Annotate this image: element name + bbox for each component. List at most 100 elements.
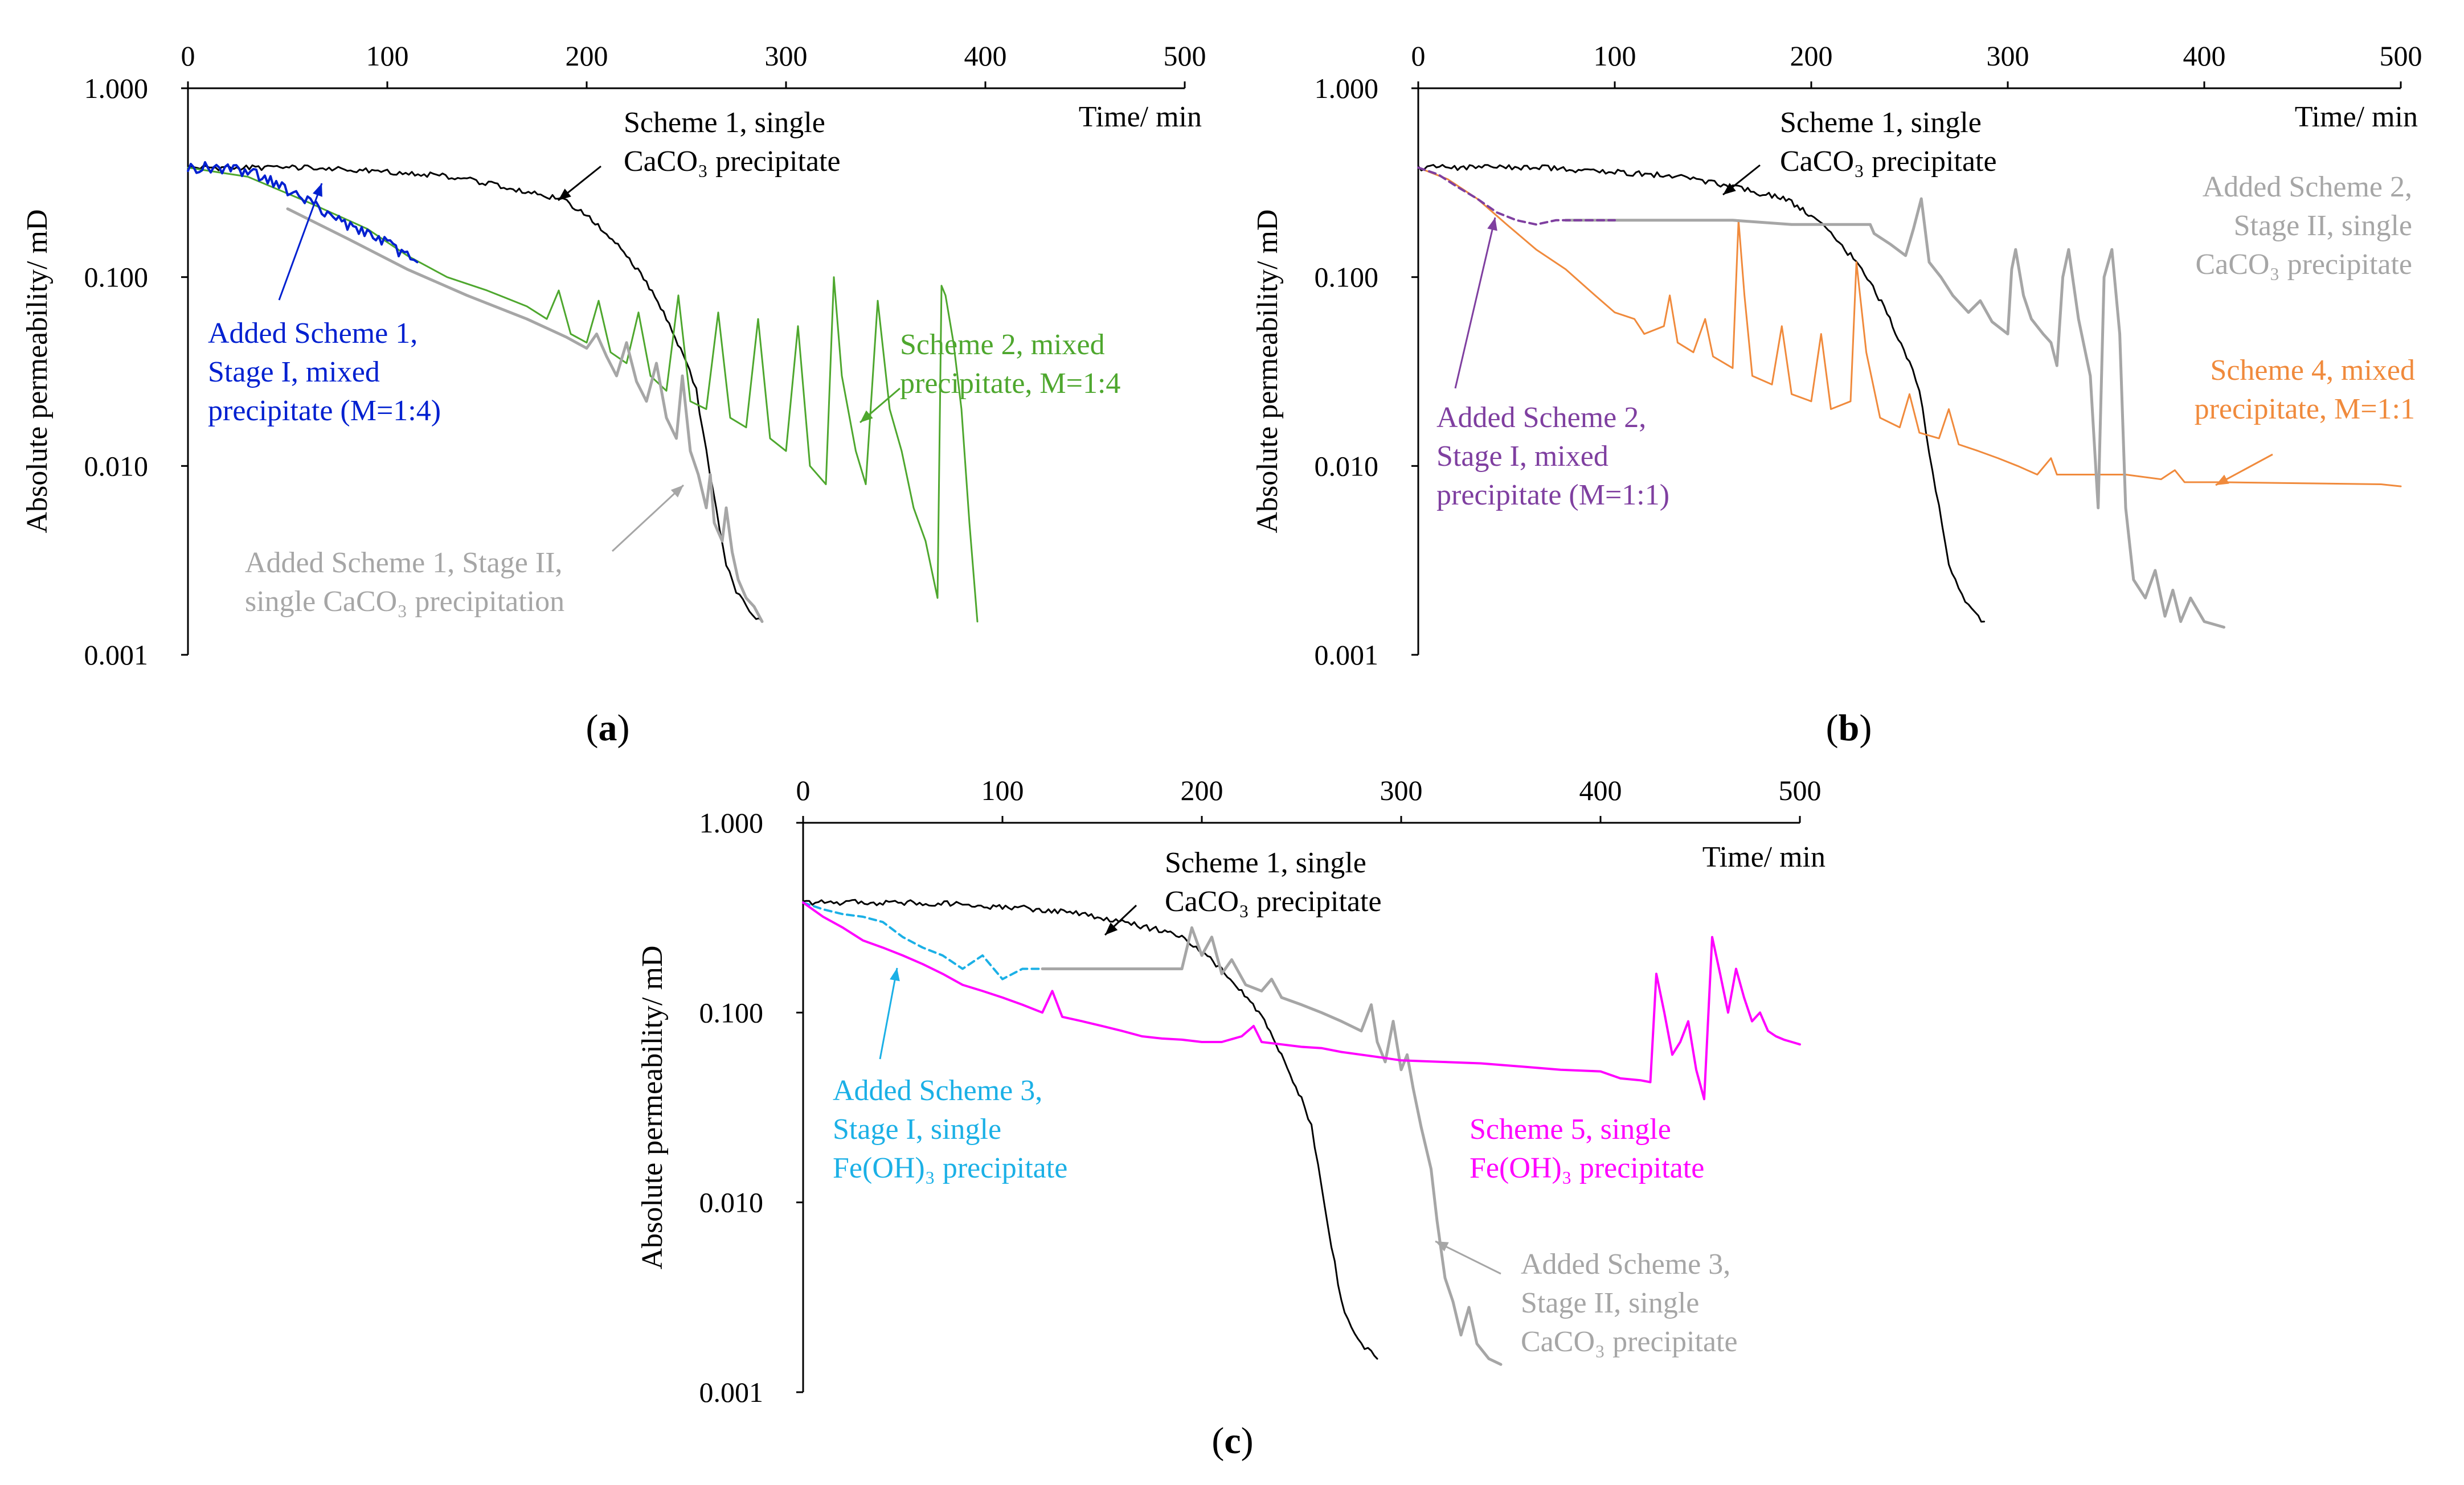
panel-a-y-tick-label: 0.100 xyxy=(84,261,149,293)
panel-b-y-tick-label: 1.000 xyxy=(1315,72,1379,104)
panel-b-annotation-arrowhead xyxy=(2216,474,2229,485)
panel-b-y-tick-label: 0.001 xyxy=(1315,639,1379,671)
panel-a-annotation-line: precipitate, M=1:4 xyxy=(900,367,1120,400)
panel-a-annotation: Added Scheme 1, Stage I, mixed precipitate… xyxy=(208,317,441,427)
panel-a-x-axis-label: Time/ min xyxy=(1079,101,1202,133)
panel-a-y-axis-label: Absolute permeability/ mD xyxy=(21,209,54,533)
panel-b-annotation-line: Stage II, single xyxy=(2234,210,2412,242)
panel-a-annotation-line: precipitate (M=1:4) xyxy=(208,395,441,427)
panel-c-x-tick-label: 200 xyxy=(1181,774,1223,806)
panel-c-label-close: ) xyxy=(1241,1420,1254,1462)
panel-b-series-line xyxy=(1564,197,2225,629)
panel-c-series-line xyxy=(1041,926,1503,1366)
panel-c-annotation-line: Fe(OH)₃ precipitate xyxy=(1470,1152,1704,1184)
panel-b-x-tick-label: 100 xyxy=(1594,40,1636,72)
panel-b-label-close: ) xyxy=(1859,707,1872,749)
panel-b-annotation: Added Scheme 2, Stage II, single CaCO₃ pre… xyxy=(2195,171,2412,281)
panel-c-annotation: Scheme 1, single CaCO₃ precipitate xyxy=(1165,847,1382,918)
panel-a-annotation-line: Added Scheme 1, Stage II, xyxy=(245,547,562,579)
panel-c-label-letter: c xyxy=(1224,1420,1241,1462)
panel-a-label-close: ) xyxy=(617,707,630,749)
panel-b-annotation-line: Scheme 1, single xyxy=(1780,106,1982,139)
panel-b-annotation-line: Added Scheme 2, xyxy=(1436,401,1646,434)
panel-a-annotation-line: single CaCO₃ precipitation xyxy=(245,585,564,618)
panel-c-y-tick-label: 0.010 xyxy=(699,1187,764,1219)
panel-a-annotation-arrowhead xyxy=(860,410,873,422)
panel-b-x-tick-label: 200 xyxy=(1790,40,1833,72)
panel-a-x-tick-label: 400 xyxy=(964,40,1007,72)
panel-a-series-line xyxy=(286,207,764,623)
panel-a-x-tick-label: 200 xyxy=(566,40,608,72)
panel-c-annotation-line: Fe(OH)₃ precipitate xyxy=(833,1152,1067,1184)
panel-a-annotation: Scheme 1, single CaCO₃ precipitate xyxy=(624,106,841,178)
panel-c-annotation: Added Scheme 3, Stage I, single Fe(OH)₃ pr… xyxy=(833,1074,1067,1184)
panel-b-annotation: Added Scheme 2, Stage I, mixed precipitate… xyxy=(1436,401,1669,511)
panel-b-x-tick-label: 300 xyxy=(1987,40,2029,72)
panel-c-x-tick-label: 0 xyxy=(796,774,811,806)
panel-a-annotation-line: Added Scheme 1, xyxy=(208,317,418,350)
panel-c-y-axis-label: Absolute permeability/ mD xyxy=(636,945,669,1269)
panel-b-annotation-line: CaCO₃ precipitate xyxy=(2195,248,2412,281)
panel-c-x-tick-label: 100 xyxy=(981,774,1024,806)
panel-c-annotation-line: Stage II, single xyxy=(1521,1287,1699,1319)
panel-c-y-tick-label: 1.000 xyxy=(699,807,764,839)
panel-a-x-tick-label: 500 xyxy=(1164,40,1206,72)
panel-c-series-line xyxy=(802,901,1043,981)
panel-b-x-tick-label: 0 xyxy=(1411,40,1426,72)
panel-c-annotation-line: Added Scheme 3, xyxy=(1521,1248,1730,1281)
panel-a-annotation-line: Scheme 2, mixed xyxy=(900,329,1105,361)
panel-b-series-line xyxy=(1417,166,1616,226)
panel-a-x-tick-label: 300 xyxy=(765,40,808,72)
panel-b-annotation-line: precipitate, M=1:1 xyxy=(2195,393,2415,425)
panel-a-annotation-arrowhead xyxy=(313,183,322,197)
panel-a-label: (a) xyxy=(586,707,630,749)
panel-b-annotation-line: CaCO₃ precipitate xyxy=(1780,145,1997,178)
panel-a-annotation-line: Stage I, mixed xyxy=(208,356,380,388)
panel-a-series-line xyxy=(187,164,763,623)
panel-b-annotation-arrow xyxy=(1454,217,1496,389)
panel-b-y-axis-label: Absolute permeability/ mD xyxy=(1251,209,1284,533)
panel-b-x-axis-label: Time/ min xyxy=(2295,101,2418,133)
panel-c-annotation-arrowhead xyxy=(890,968,900,982)
panel-a-annotation: Added Scheme 1, Stage II, single CaCO₃ pr… xyxy=(245,547,564,618)
panel-c-annotation-arrowhead xyxy=(1105,922,1118,935)
panel-c-y-tick-label: 0.100 xyxy=(699,996,764,1028)
panel-a-series-line xyxy=(187,166,979,623)
panel-b-annotation-line: precipitate (M=1:1) xyxy=(1436,479,1669,511)
panel-c-annotation-line: CaCO₃ precipitate xyxy=(1521,1326,1738,1358)
panel-b-annotation: Scheme 4, mixed precipitate, M=1:1 xyxy=(2195,354,2415,425)
panel-a-x-tick-label: 100 xyxy=(366,40,409,72)
panel-b-x-tick-label: 500 xyxy=(2380,40,2422,72)
panel-c-annotation-line: Added Scheme 3, xyxy=(833,1074,1042,1107)
panel-b-x-tick-label: 400 xyxy=(2183,40,2226,72)
panel-a-annotation-arrowhead xyxy=(558,188,571,200)
panel-a-annotation-arrowhead xyxy=(670,485,683,498)
panel-b-annotation-arrowhead xyxy=(1487,218,1497,231)
panel-c-x-tick-label: 300 xyxy=(1380,774,1423,806)
panel-b-y-tick-label: 0.100 xyxy=(1315,261,1379,293)
panel-c-series-line xyxy=(802,899,1378,1360)
panel-b-annotation-arrowhead xyxy=(1723,183,1736,195)
panel-b-y-tick-label: 0.010 xyxy=(1315,450,1379,482)
panel-c-x-axis-label: Time/ min xyxy=(1702,841,1826,873)
panel-c-annotation-arrow xyxy=(879,967,898,1060)
panel-c-label-open: ( xyxy=(1211,1420,1224,1462)
panel-b-annotation-line: Scheme 4, mixed xyxy=(2210,354,2415,387)
panel-c-annotation-line: Scheme 5, single xyxy=(1470,1113,1671,1146)
panel-a-y-tick-label: 0.001 xyxy=(84,639,149,671)
panel-b-annotation-line: Added Scheme 2, xyxy=(2203,171,2412,203)
panel-b-label: (b) xyxy=(1826,707,1872,749)
panel-b-label-letter: b xyxy=(1839,707,1860,749)
panel-b-annotation: Scheme 1, single CaCO₃ precipitate xyxy=(1780,106,1997,178)
panel-c-annotation-line: Scheme 1, single xyxy=(1165,847,1366,879)
panel-c-series-line xyxy=(802,901,1801,1101)
panel-c-annotation-line: Stage I, single xyxy=(833,1113,1001,1146)
panel-c-x-tick-label: 400 xyxy=(1579,774,1622,806)
panel-c-label: (c) xyxy=(1211,1420,1253,1462)
panel-a-annotation: Scheme 2, mixed precipitate, M=1:4 xyxy=(900,329,1120,400)
panel-a-label-open: ( xyxy=(586,707,599,749)
panel-a-annotation-line: Scheme 1, single xyxy=(624,106,825,139)
panel-a-x-tick-label: 0 xyxy=(181,40,195,72)
panel-b-series-line xyxy=(1417,166,2402,487)
